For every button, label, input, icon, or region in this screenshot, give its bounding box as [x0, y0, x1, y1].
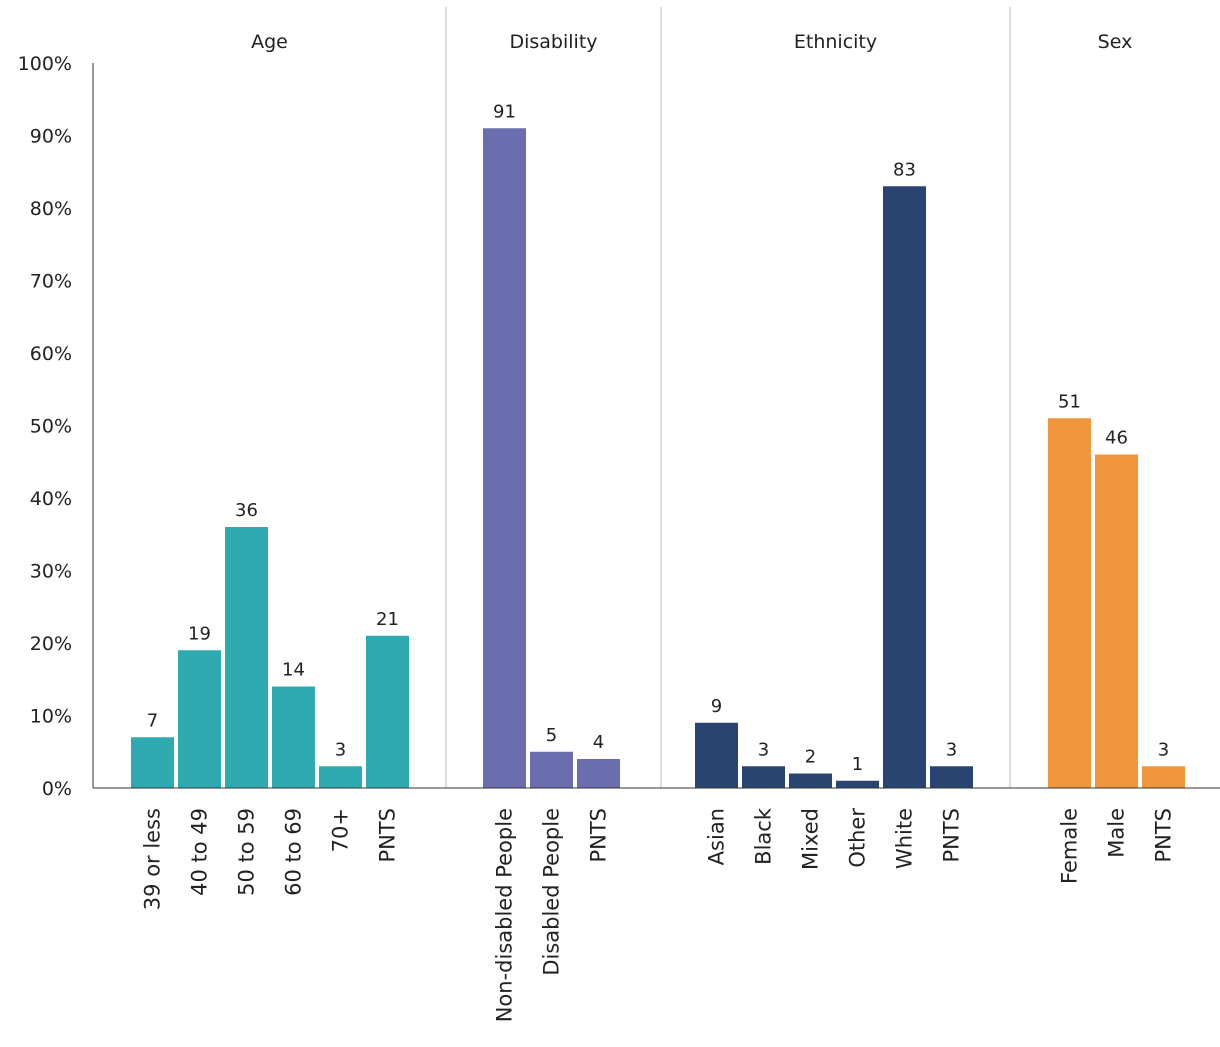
bar-data-label: 14 [282, 660, 305, 681]
bar-age-39-or-less [131, 737, 174, 788]
bar-sex-pnts [1142, 766, 1185, 788]
bar-age-50-to-59 [225, 527, 268, 788]
bar-data-label: 3 [335, 739, 346, 760]
bar-data-label: 51 [1058, 391, 1081, 412]
bar-data-label: 2 [805, 747, 816, 768]
group-labels: Age Disability Ethnicity Sex [251, 31, 1132, 53]
bar-ethnicity-black [742, 766, 785, 788]
bar-age-60-to-69 [272, 686, 315, 788]
group-label-ethnicity: Ethnicity [794, 31, 877, 53]
bar-ethnicity-asian [695, 722, 738, 788]
category-label: 40 to 49 [188, 808, 212, 896]
bar-age-70 [319, 766, 362, 788]
bar-data-label: 5 [546, 725, 557, 746]
group-label-sex: Sex [1098, 31, 1133, 53]
y-tick-label: 80% [30, 198, 72, 220]
y-axis: 0% 10% 20% 30% 40% 50% 60% 70% 80% 90% 100% [18, 53, 94, 800]
y-tick-label: 0% [42, 778, 72, 800]
bar-sex-female [1048, 418, 1091, 788]
category-label: Other [846, 808, 870, 868]
category-label: White [893, 808, 917, 869]
bar-ethnicity-pnts [930, 766, 973, 788]
bar-ethnicity-mixed [789, 773, 832, 788]
category-label: 50 to 59 [235, 808, 259, 896]
y-tick-label: 40% [30, 488, 72, 510]
bar-data-label: 9 [711, 696, 722, 717]
y-tick-label: 70% [30, 271, 72, 293]
group-dividers [445, 7, 1011, 788]
group-label-age: Age [251, 31, 288, 53]
y-tick-label: 90% [30, 126, 72, 148]
bar-disability-pnts [577, 759, 620, 788]
y-tick-label: 50% [30, 416, 72, 438]
bar-data-label: 46 [1105, 428, 1128, 449]
bars [131, 128, 1185, 788]
category-label: PNTS [1152, 808, 1176, 863]
bar-data-label: 4 [593, 732, 604, 753]
category-labels: 39 or less 40 to 49 50 to 59 60 to 69 70+ PNT… [141, 807, 1176, 1022]
bar-data-label: 1 [852, 754, 863, 775]
category-label: Disabled People [540, 808, 564, 976]
bar-data-label: 21 [376, 609, 399, 630]
y-tick-label: 60% [30, 343, 72, 365]
bar-ethnicity-other [836, 780, 879, 788]
bar-disability-non-disabled-people [483, 128, 526, 788]
y-tick-label: 100% [18, 53, 72, 75]
category-label: PNTS [940, 808, 964, 863]
bar-data-label: 7 [147, 710, 158, 731]
category-label: Non-disabled People [493, 808, 517, 1022]
category-label: PNTS [376, 808, 400, 863]
bar-data-label: 3 [946, 739, 957, 760]
bar-ethnicity-white [883, 186, 926, 788]
category-label: 60 to 69 [282, 808, 306, 896]
bar-data-label: 36 [235, 500, 258, 521]
category-label: Female [1058, 808, 1082, 884]
category-label: PNTS [587, 808, 611, 863]
bar-data-label: 3 [1158, 739, 1169, 760]
bar-sex-male [1095, 454, 1138, 788]
bar-disability-disabled-people [530, 751, 573, 788]
category-label: Asian [705, 808, 729, 865]
category-label: 39 or less [141, 808, 165, 910]
category-label: 70+ [329, 808, 353, 852]
y-tick-label: 10% [30, 706, 72, 728]
bar-data-label: 91 [493, 101, 516, 122]
bar-age-40-to-49 [178, 650, 221, 788]
bar-data-label: 83 [893, 159, 916, 180]
category-label: Mixed [799, 808, 823, 870]
y-tick-label: 20% [30, 633, 72, 655]
bar-age-pnts [366, 635, 409, 788]
bar-data-label: 19 [188, 623, 211, 644]
bar-data-label: 3 [758, 739, 769, 760]
y-tick-label: 30% [30, 561, 72, 583]
group-label-disability: Disability [509, 31, 597, 53]
category-label: Male [1105, 808, 1129, 858]
category-label: Black [752, 807, 776, 865]
